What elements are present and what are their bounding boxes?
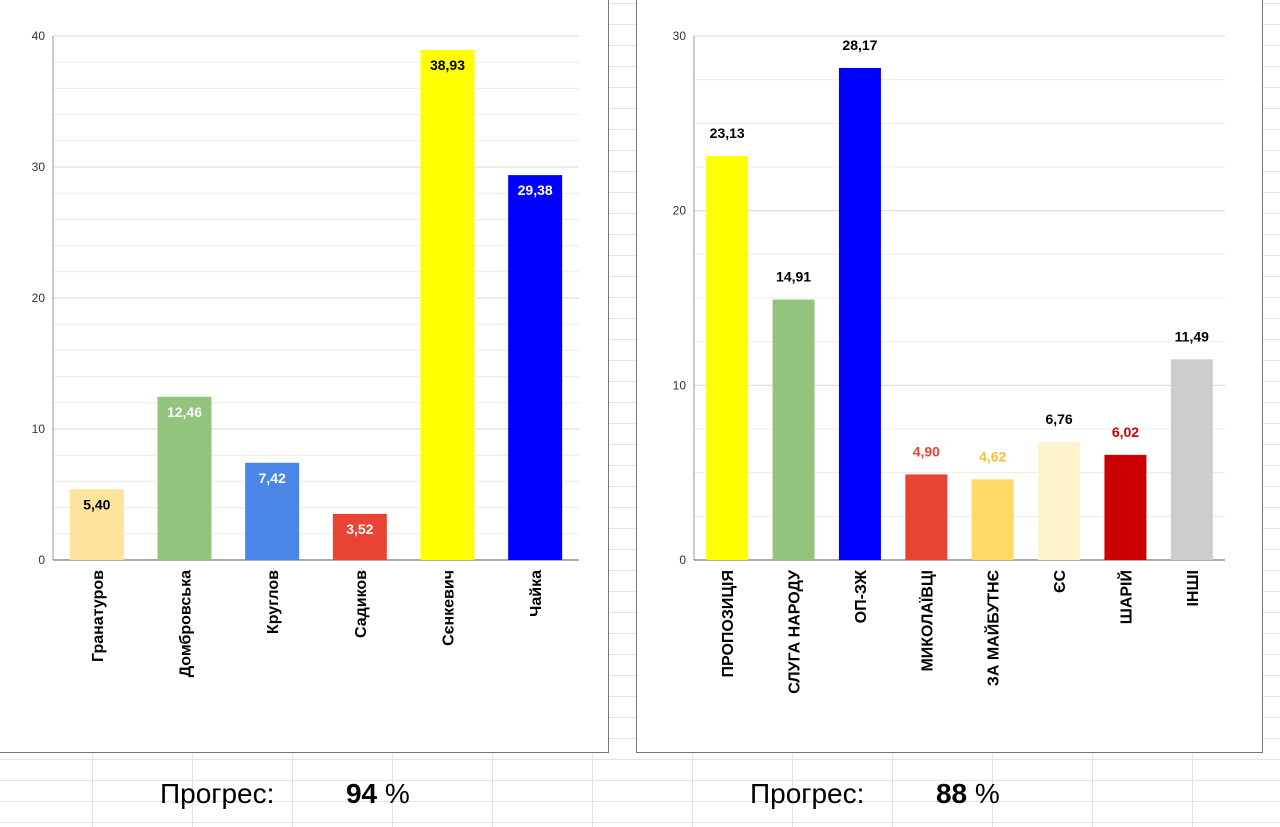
progress-value: 88 xyxy=(935,778,968,809)
bar[interactable] xyxy=(245,462,300,560)
chart-panel-parties[interactable]: 0 10 20 30 23,13 ПРОПОЗИЦІЯ 14,91 СЛУГА НАРОДУ 2… xyxy=(636,0,1263,753)
bar-value-label: 4,62 xyxy=(979,448,1006,464)
y-tick-label: 20 xyxy=(32,291,46,305)
x-category-label: ПРОПОЗИЦІЯ xyxy=(720,570,737,678)
bar-value-label: 29,38 xyxy=(518,182,553,198)
x-category-label: ШАРІЙ xyxy=(1116,570,1135,624)
bar-value-label: 23,13 xyxy=(710,125,745,141)
bar[interactable] xyxy=(838,67,881,561)
x-category-label: СЛУГА НАРОДУ xyxy=(787,569,804,694)
parties-bar-chart: 0 10 20 30 23,13 ПРОПОЗИЦІЯ 14,91 СЛУГА НАРОДУ 2… xyxy=(673,29,1225,694)
x-category-label: МИКОЛАЇВЦІ xyxy=(918,570,936,672)
bar[interactable] xyxy=(1038,441,1081,560)
y-tick-label: 0 xyxy=(679,553,686,567)
x-category-label: ЗА МАЙБУТНЄ xyxy=(984,570,1003,686)
candidates-bar-chart: 0 10 20 30 40 5,40 Гранатуров 12,46 Домбровська 7… xyxy=(32,29,579,677)
chart-panel-candidates[interactable]: 0 10 20 30 40 5,40 Гранатуров 12,46 Домбровська 7… xyxy=(0,0,609,753)
progress-value: 94 xyxy=(345,778,378,809)
bar-value-label: 6,02 xyxy=(1112,424,1139,440)
bar-value-label: 6,76 xyxy=(1045,411,1072,427)
x-category-label: Домбровська xyxy=(178,570,195,677)
y-tick-label: 40 xyxy=(32,29,46,43)
progress-row-left: Прогрес: 94 % xyxy=(160,778,410,814)
bar-value-label: 28,17 xyxy=(842,37,877,53)
bar-value-label: 11,49 xyxy=(1175,328,1209,344)
bar[interactable] xyxy=(332,513,387,560)
bar-value-label: 7,42 xyxy=(259,470,286,486)
x-category-label: ЄС xyxy=(1052,570,1069,593)
bar[interactable] xyxy=(706,155,749,560)
bar-value-label: 12,46 xyxy=(167,404,202,420)
y-tick-label: 0 xyxy=(38,553,45,567)
x-category-label: Садиков xyxy=(353,570,370,638)
bar[interactable] xyxy=(971,479,1014,560)
bar[interactable] xyxy=(157,396,212,560)
bar[interactable] xyxy=(772,299,815,560)
bar-value-label: 5,40 xyxy=(83,496,110,512)
x-category-label: ІНШІ xyxy=(1185,570,1202,607)
y-tick-label: 30 xyxy=(673,29,687,43)
x-category-label: ОП-ЗЖ xyxy=(853,569,870,623)
bar-value-label: 14,91 xyxy=(776,269,811,285)
progress-unit: % xyxy=(974,778,1000,809)
bar[interactable] xyxy=(420,50,475,560)
x-category-label: Сєнкевич xyxy=(441,570,458,646)
y-tick-label: 30 xyxy=(32,160,46,174)
progress-label: Прогрес: xyxy=(160,778,275,809)
progress-row-right: Прогрес: 88 % xyxy=(750,778,1000,814)
y-tick-label: 20 xyxy=(673,204,687,218)
bar-value-label: 38,93 xyxy=(430,57,465,73)
progress-unit: % xyxy=(384,778,410,809)
bar-value-label: 3,52 xyxy=(346,521,373,537)
bar[interactable] xyxy=(905,474,948,560)
bar[interactable] xyxy=(69,489,124,560)
bar-value-label: 4,90 xyxy=(913,443,940,459)
x-category-label: Чайка xyxy=(528,570,545,617)
bar[interactable] xyxy=(508,175,563,560)
bar[interactable] xyxy=(1104,454,1147,560)
progress-label: Прогрес: xyxy=(750,778,865,809)
bar[interactable] xyxy=(1170,359,1213,560)
y-tick-label: 10 xyxy=(673,378,687,392)
x-category-label: Круглов xyxy=(265,570,282,634)
x-category-label: Гранатуров xyxy=(90,570,107,662)
y-tick-label: 10 xyxy=(32,422,46,436)
